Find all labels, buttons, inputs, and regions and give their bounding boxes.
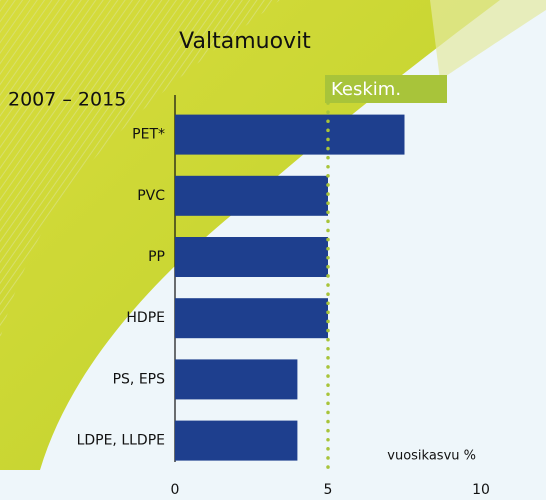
chart: Valtamuovit 2007 – 2015 vuosikasvu % 0 5 1… [0, 0, 546, 500]
y-tick-label: PVC [137, 188, 165, 204]
reference-label: Keskim. [331, 79, 401, 100]
y-tick-label: PET* [132, 127, 165, 143]
y-tick-label: PP [148, 249, 165, 265]
bar [175, 298, 328, 338]
y-tick-label: HDPE [126, 310, 165, 326]
chart-title: Valtamuovit [179, 29, 311, 54]
x-axis-label: vuosikasvu % [387, 449, 476, 464]
bar [175, 421, 297, 461]
bar [175, 176, 328, 216]
subtitle: 2007 – 2015 [8, 89, 126, 111]
x-tick-label: 10 [472, 482, 490, 498]
bar [175, 237, 328, 277]
x-tick-label: 0 [171, 482, 180, 498]
bar [175, 359, 297, 399]
bar [175, 115, 405, 155]
x-tick-label: 5 [324, 482, 333, 498]
y-tick-label: PS, EPS [113, 371, 166, 387]
y-tick-label: LDPE, LLDPE [77, 433, 165, 449]
